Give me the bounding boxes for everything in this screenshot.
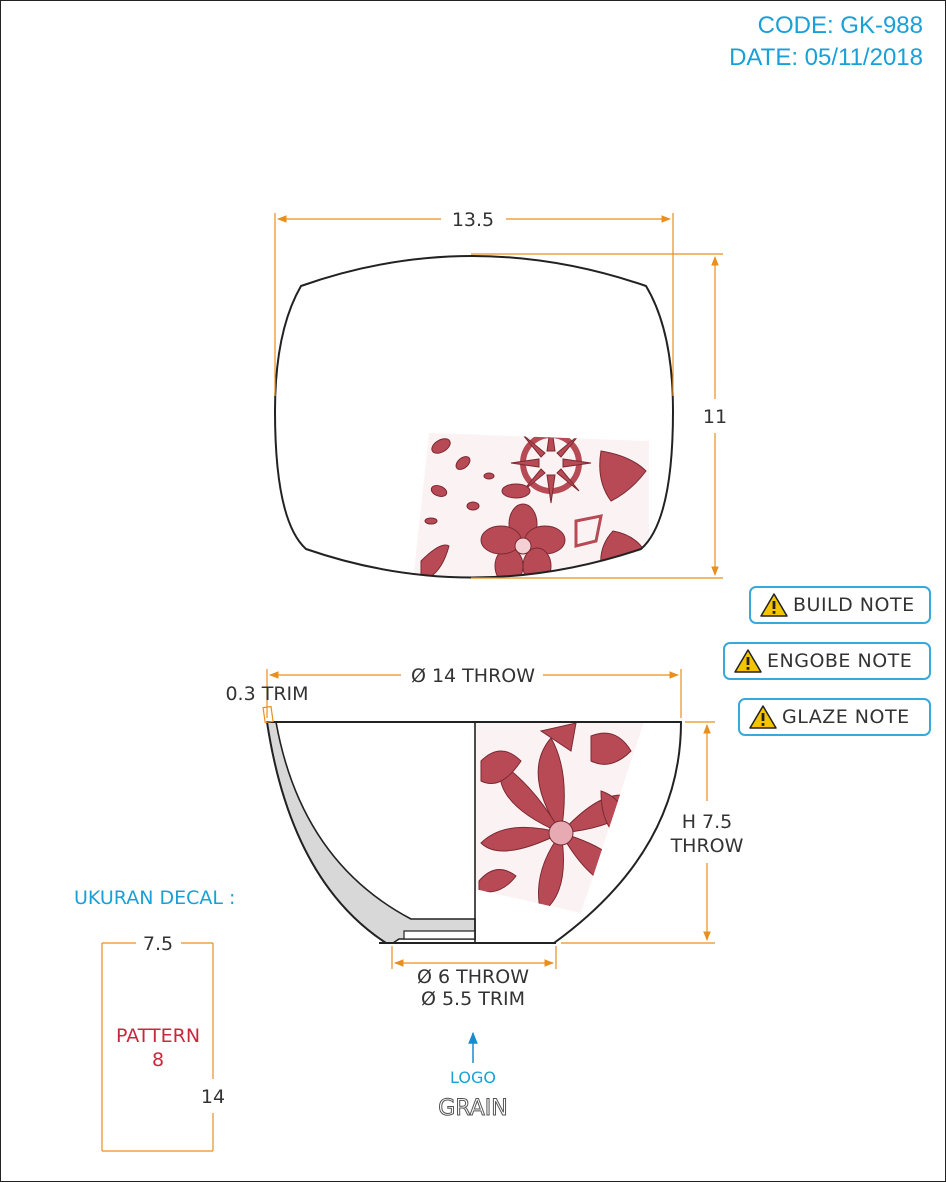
top-width-label: 13.5 (452, 209, 494, 231)
pattern-number: 8 (152, 1049, 164, 1071)
bowl-wall-section (266, 721, 476, 944)
side-decal-pattern (475, 722, 644, 913)
top-height-label: 11 (703, 406, 727, 428)
engobe-note-label: ENGOBE NOTE (767, 650, 913, 672)
top-height-dimension (471, 253, 723, 579)
top-view-outline (273, 255, 675, 579)
decal-outline (101, 942, 214, 1152)
foot-dimension (391, 946, 557, 969)
build-note-button[interactable]: BUILD NOTE (749, 586, 931, 624)
date-label: DATE: 05/11/2018 (729, 44, 923, 71)
trim-label: 0.3 TRIM (225, 683, 308, 705)
rim-label: Ø 14 THROW (411, 665, 535, 687)
side-view (266, 721, 683, 944)
side-height-label-1: H 7.5 (682, 811, 733, 833)
warning-icon (734, 649, 762, 673)
top-width-dimension (274, 213, 674, 396)
rim-dimension (262, 669, 682, 724)
glaze-note-label: GLAZE NOTE (782, 706, 910, 728)
top-view (273, 255, 675, 579)
side-height-label-2: THROW (670, 835, 744, 857)
foot-throw-label: Ø 6 THROW (417, 966, 529, 988)
decal-height-label: 14 (201, 1086, 225, 1108)
warning-icon (760, 593, 788, 617)
build-note-label: BUILD NOTE (793, 594, 915, 616)
warning-icon (749, 705, 777, 729)
side-height-dimension (561, 721, 715, 944)
decal-title: UKURAN DECAL : (74, 887, 235, 909)
pattern-label: PATTERN (116, 1025, 200, 1047)
engobe-note-button[interactable]: ENGOBE NOTE (723, 642, 931, 680)
decal-width-label: 7.5 (143, 933, 173, 955)
foot-trim-label: Ø 5.5 TRIM (421, 988, 525, 1010)
logo-label: LOGO (450, 1068, 496, 1087)
brand-mark: GRAIN (438, 1096, 507, 1121)
top-decal-pattern (413, 433, 649, 578)
foot-section (403, 930, 476, 940)
glaze-note-button[interactable]: GLAZE NOTE (738, 698, 931, 736)
code-label: CODE: GK-988 (757, 12, 923, 39)
